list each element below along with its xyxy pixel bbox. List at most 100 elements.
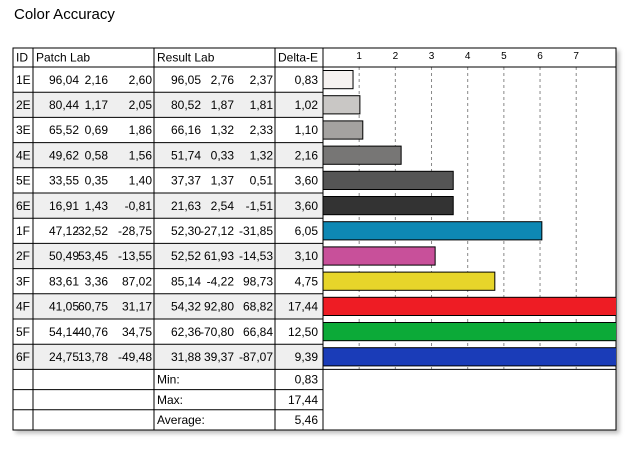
row-id: 2E (16, 98, 31, 112)
result-value: 80,52 (171, 98, 201, 112)
patch-value: -28,75 (118, 224, 152, 238)
row-id: 1F (16, 224, 30, 238)
summary-label: Max: (157, 393, 183, 407)
bar (323, 271, 496, 291)
result-value: 66,84 (243, 325, 273, 339)
bar (323, 95, 361, 115)
patch-value: 16,91 (49, 199, 79, 213)
result-value: 2,54 (211, 199, 235, 213)
patch-value: 13,78 (78, 350, 108, 364)
patch-value: 47,12 (49, 224, 79, 238)
row-id: 6F (16, 350, 30, 364)
delta-label: 12,50 (288, 325, 318, 339)
bar (323, 296, 616, 316)
patch-value: 1,40 (129, 174, 153, 188)
result-value: 52,30 (171, 224, 201, 238)
row-id: 2F (16, 249, 30, 263)
delta-label: 6,05 (295, 224, 319, 238)
result-value: 31,88 (171, 350, 201, 364)
patch-value: 0,35 (85, 174, 109, 188)
patch-value: 1,43 (85, 199, 109, 213)
bar (323, 170, 454, 191)
delta-label: 9,39 (295, 350, 319, 364)
patch-value: 3,36 (85, 274, 109, 288)
x-tick-label: 5 (501, 51, 507, 62)
patch-value: 41,05 (49, 300, 79, 314)
result-value: -70,80 (200, 325, 234, 339)
patch-value: 50,49 (49, 249, 79, 263)
result-value: 1,32 (250, 148, 274, 162)
patch-value: 24,75 (49, 350, 79, 364)
delta-label: 3,10 (295, 249, 319, 263)
patch-value: 33,55 (49, 174, 79, 188)
result-value: -31,85 (239, 224, 273, 238)
patch-value: -13,55 (118, 249, 152, 263)
result-value: 1,87 (211, 98, 235, 112)
result-value: 2,76 (211, 73, 235, 87)
x-tick-label: 4 (465, 51, 471, 62)
patch-value: 96,04 (49, 73, 79, 87)
delta-label: 1,10 (295, 123, 319, 137)
patch-value: 0,58 (85, 148, 109, 162)
row-id: 4E (16, 148, 31, 162)
row-id: 3F (16, 274, 30, 288)
row-bg (13, 193, 324, 219)
result-value: 92,80 (204, 300, 234, 314)
delta-label: 4,75 (295, 274, 319, 288)
bar (323, 196, 454, 216)
bar (323, 246, 436, 266)
delta-label: 17,44 (288, 300, 318, 314)
result-value: 61,93 (204, 249, 234, 263)
result-value: 85,14 (171, 274, 201, 288)
result-value: 37,37 (171, 174, 201, 188)
patch-value: 60,75 (78, 300, 108, 314)
x-tick-label: 6 (537, 51, 543, 62)
patch-value: -32,52 (74, 224, 108, 238)
patch-value: 49,62 (49, 148, 79, 162)
summary-value: 5,46 (295, 413, 319, 427)
patch-value: -40,76 (74, 325, 108, 339)
result-value: -1,51 (246, 199, 274, 213)
patch-value: 1,86 (129, 123, 153, 137)
patch-value: -0,81 (125, 199, 153, 213)
result-value: 1,37 (211, 174, 235, 188)
column-header: Patch Lab (36, 51, 90, 65)
patch-value: 65,52 (49, 123, 79, 137)
patch-value: 0,69 (85, 123, 109, 137)
bar (323, 322, 616, 342)
result-value: 2,33 (250, 123, 274, 137)
result-value: 54,32 (171, 300, 201, 314)
row-id: 3E (16, 123, 31, 137)
bar (323, 145, 402, 165)
patch-value: 2,05 (129, 98, 153, 112)
x-tick-label: 7 (573, 51, 579, 62)
row-bg (13, 243, 324, 269)
bar (323, 221, 543, 241)
result-value: 39,37 (204, 350, 234, 364)
row-id: 5E (16, 174, 31, 188)
result-value: -27,12 (200, 224, 234, 238)
x-tick-label: 2 (393, 51, 399, 62)
result-value: 21,63 (171, 199, 201, 213)
delta-label: 1,02 (295, 98, 319, 112)
row-bg (13, 293, 324, 319)
result-value: -87,07 (239, 350, 273, 364)
result-value: 51,74 (171, 148, 201, 162)
column-header: Delta-E (278, 51, 318, 65)
patch-value: 2,60 (129, 73, 153, 87)
row-id: 5F (16, 325, 30, 339)
column-header: Result Lab (157, 51, 215, 65)
result-value: 98,73 (243, 274, 273, 288)
summary-label: Average: (157, 413, 205, 427)
delta-label: 3,60 (295, 174, 319, 188)
row-bg (13, 92, 324, 118)
summary-value: 17,44 (288, 393, 318, 407)
patch-value: 2,16 (85, 73, 109, 87)
result-value: 0,51 (250, 174, 274, 188)
x-tick-label: 3 (429, 51, 435, 62)
patch-value: -49,48 (118, 350, 152, 364)
result-value: 52,52 (171, 249, 201, 263)
row-bg (13, 142, 324, 168)
result-value: 1,32 (211, 123, 235, 137)
result-value: 66,16 (171, 123, 201, 137)
